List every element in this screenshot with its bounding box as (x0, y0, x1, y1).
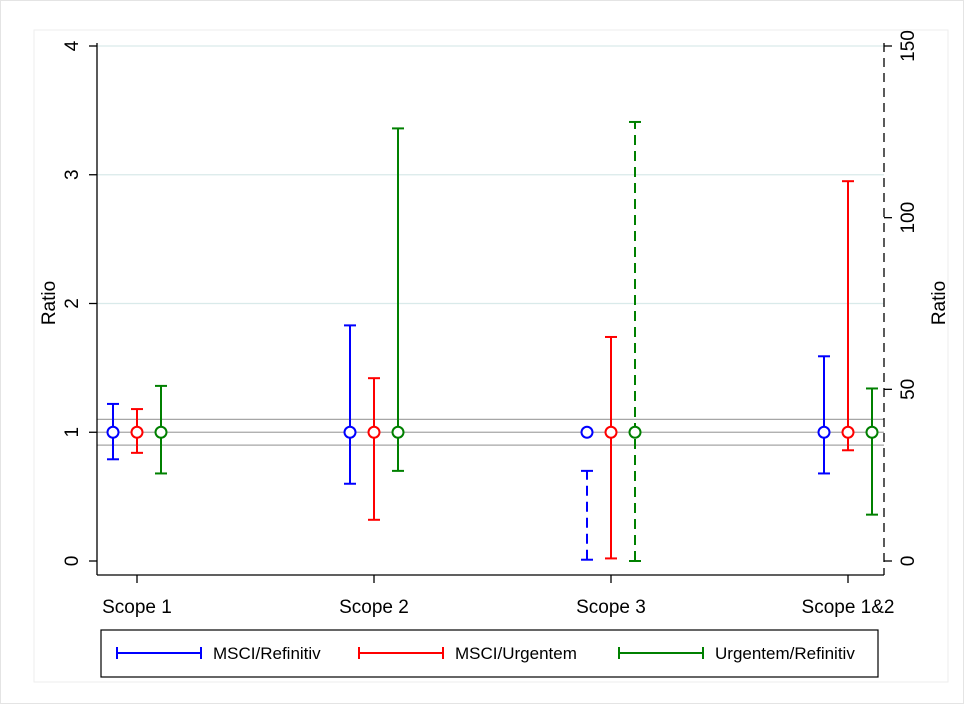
estimate-point (604, 425, 618, 439)
estimate-point (865, 425, 879, 439)
legend: MSCI/Refinitiv MSCI/Urgentem Urgentem/Refi… (100, 629, 879, 678)
estimate-point (367, 425, 381, 439)
right-tick-label: 50 (898, 379, 919, 400)
left-tick-label: 4 (62, 40, 83, 51)
grid-lines (97, 45, 884, 305)
x-tick-label: Scope 3 (576, 597, 646, 618)
graph-region (33, 29, 949, 683)
left-axis-title: Ratio (39, 281, 60, 325)
legend-box (100, 629, 879, 678)
estimate-point (841, 425, 855, 439)
left-tick-label: 1 (62, 427, 83, 438)
right-axis-title: Ratio (929, 281, 950, 325)
left-axis-ticks: 0 1 2 3 4 (62, 40, 97, 566)
left-tick-label: 0 (62, 556, 83, 567)
x-tick-label: Scope 1 (102, 597, 172, 618)
legend-label: MSCI/Urgentem (455, 644, 577, 663)
estimate-point (154, 425, 168, 439)
estimate-point (106, 425, 120, 439)
estimate-point (580, 425, 594, 439)
estimate-point (391, 425, 405, 439)
estimate-point (343, 425, 357, 439)
right-tick-label: 150 (898, 30, 919, 62)
reference-lines (97, 418, 884, 446)
right-axis-ticks: 0 50 100 150 (884, 30, 919, 566)
left-tick-label: 3 (62, 169, 83, 180)
x-tick-label: Scope 1&2 (802, 597, 895, 618)
estimate-point (130, 425, 144, 439)
right-tick-label: 100 (898, 202, 919, 234)
legend-label: Urgentem/Refinitiv (715, 644, 855, 663)
x-tick-label: Scope 2 (339, 597, 409, 618)
error-bars (106, 120, 879, 562)
legend-label: MSCI/Refinitiv (213, 644, 321, 663)
left-tick-label: 2 (62, 298, 83, 309)
x-axis-ticks: Scope 1 Scope 2 Scope 3 Scope 1&2 (102, 575, 894, 618)
estimate-point (628, 425, 642, 439)
right-tick-label: 0 (898, 556, 919, 567)
estimate-point (817, 425, 831, 439)
